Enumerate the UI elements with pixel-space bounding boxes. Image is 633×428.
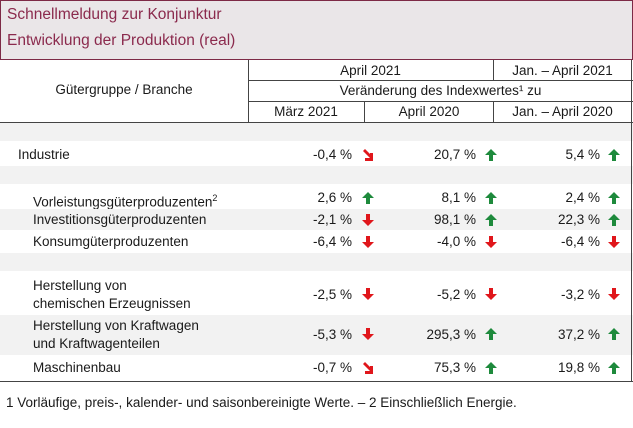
trend-down-right-icon: [361, 148, 375, 162]
row-label: Herstellung von chemischen Erzeugnissen: [33, 278, 191, 311]
title-box: Schnellmeldung zur Konjunktur Entwicklun…: [0, 0, 633, 60]
trend-down-icon: [607, 235, 621, 249]
cell-value: 98,1 %: [433, 212, 476, 227]
trend-up-icon: [484, 191, 498, 205]
trend-up-icon: [484, 213, 498, 227]
spacer-row: [0, 166, 633, 184]
footnote: 1 Vorläufige, preis-, kalender- und sais…: [6, 395, 517, 410]
header-sub-april-2020: April 2020: [398, 104, 460, 119]
table-bottom-rule: [0, 381, 633, 382]
title-line-1: Schnellmeldung zur Konjunktur: [7, 6, 222, 23]
table-row: Industrie -0,4 % 20,7 % 5,4 %: [0, 145, 633, 165]
trend-down-icon: [607, 287, 621, 301]
cell-value: -3,2 %: [560, 287, 600, 302]
header-group-jan-april-2021: Jan. – April 2021: [512, 63, 613, 78]
trend-down-icon: [361, 235, 375, 249]
table-header: Gütergruppe / Branche April 2021 Jan. – …: [0, 59, 633, 123]
table-row: Investitionsgüterproduzenten -2,1 % 98,1…: [0, 209, 633, 230]
trend-up-icon: [607, 148, 621, 162]
cell-value: 5,4 %: [565, 147, 600, 162]
cell-value: 8,1 %: [441, 190, 476, 205]
cell-value: -6,4 %: [312, 234, 352, 249]
table-row: Herstellung von Kraftwagen und Kraftwage…: [0, 315, 633, 355]
table-row: Herstellung von chemischen Erzeugnissen …: [0, 276, 633, 314]
cell-value: -2,1 %: [312, 212, 352, 227]
row-label: Konsumgüterproduzenten: [33, 234, 189, 249]
table-row: Maschinenbau -0,7 % 75,3 % 19,8 %: [0, 358, 633, 378]
production-table: Gütergruppe / Branche April 2021 Jan. – …: [0, 59, 633, 123]
cell-value: 2,6 %: [317, 190, 352, 205]
trend-up-icon: [484, 148, 498, 162]
row-label: Vorleistungsgüterproduzenten2: [33, 193, 218, 210]
trend-up-icon: [361, 191, 375, 205]
trend-down-icon: [361, 327, 375, 341]
trend-up-icon: [607, 213, 621, 227]
trend-down-icon: [484, 287, 498, 301]
table-right-rule: [631, 123, 632, 381]
header-sub-jan-april-2020: Jan. – April 2020: [512, 104, 613, 119]
cell-value: -2,5 %: [312, 287, 352, 302]
cell-value: -0,4 %: [312, 147, 352, 162]
spacer-row: [0, 253, 633, 271]
header-subtitle: Veränderung des Indexwertes¹ zu: [339, 83, 542, 98]
cell-value: 37,2 %: [557, 327, 600, 342]
row-label: Investitionsgüterproduzenten: [33, 212, 207, 227]
cell-value: 2,4 %: [565, 190, 600, 205]
trend-up-icon: [607, 327, 621, 341]
cell-value: 19,8 %: [557, 360, 600, 375]
cell-value: 295,3 %: [426, 327, 476, 342]
trend-up-icon: [607, 361, 621, 375]
table-row: Konsumgüterproduzenten -6,4 % -4,0 % -6,…: [0, 232, 633, 252]
cell-value: 75,3 %: [433, 360, 476, 375]
cell-value: 20,7 %: [433, 147, 476, 162]
footnote-ref: 2: [212, 193, 218, 203]
cell-value: -6,4 %: [560, 234, 600, 249]
trend-down-icon: [361, 213, 375, 227]
trend-up-icon: [484, 361, 498, 375]
trend-up-icon: [607, 191, 621, 205]
trend-down-icon: [361, 287, 375, 301]
spacer-row: [0, 123, 633, 141]
trend-down-icon: [484, 235, 498, 249]
trend-up-icon: [484, 327, 498, 341]
header-sub-maerz-2021: März 2021: [274, 104, 338, 119]
cell-value: -0,7 %: [312, 360, 352, 375]
cell-value: 22,3 %: [557, 212, 600, 227]
cell-value: -5,3 %: [312, 327, 352, 342]
trend-down-right-icon: [361, 361, 375, 375]
row-label: Maschinenbau: [33, 360, 121, 375]
header-group-april-2021: April 2021: [340, 63, 401, 78]
title-line-2: Entwicklung der Produktion (real): [7, 32, 236, 49]
cell-value: -5,2 %: [436, 287, 476, 302]
row-label: Industrie: [18, 147, 70, 162]
row-label: Herstellung von Kraftwagen und Kraftwage…: [33, 318, 199, 351]
table-row: Vorleistungsgüterproduzenten2 2,6 % 8,1 …: [0, 188, 633, 210]
cell-value: -4,0 %: [436, 234, 476, 249]
header-col-label: Gütergruppe / Branche: [55, 82, 193, 97]
